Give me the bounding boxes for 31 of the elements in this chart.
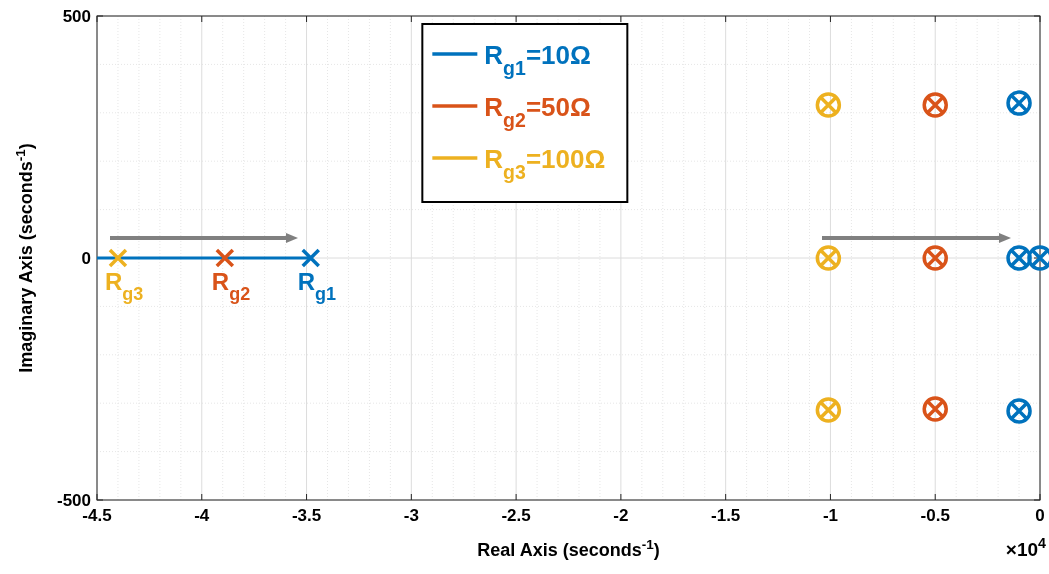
point — [215, 248, 235, 268]
legend-label: R$_{g3}$=100Ω — [484, 144, 606, 183]
x-tick-label: -2.5 — [501, 506, 531, 525]
x-tick-label: -3 — [403, 506, 419, 525]
x-tick-label: -4 — [194, 506, 210, 525]
point — [1006, 245, 1032, 271]
annotation: R$_{g2}$ — [211, 268, 251, 304]
point — [815, 397, 842, 423]
x-tick-label: 0 — [1035, 506, 1045, 525]
y-tick-label: 0 — [81, 249, 91, 268]
point — [815, 245, 842, 271]
point — [1006, 398, 1032, 424]
x-tick-label: -1 — [822, 506, 839, 525]
x-tick-label: -2 — [613, 506, 629, 525]
point — [108, 248, 128, 268]
point — [1006, 90, 1032, 116]
legend-label: R$_{g2}$=50Ω — [484, 92, 591, 131]
point — [922, 396, 948, 422]
point — [922, 92, 948, 118]
legend-label: R$_{g1}$=10Ω — [484, 40, 591, 79]
point — [815, 92, 842, 118]
x-tick-label: -0.5 — [920, 506, 950, 525]
point — [922, 245, 948, 271]
text: ×10$^{4}$ — [1005, 535, 1047, 560]
y-tick-label: 500 — [62, 7, 91, 26]
x-axis-title: Real Axis (seconds$^{-1}$) — [477, 536, 660, 560]
annotation: R$_{g3}$ — [104, 268, 144, 304]
x-tick-label: -3.5 — [291, 506, 322, 525]
annotation: R$_{g1}$ — [297, 268, 337, 304]
x-tick-label: -1.5 — [711, 506, 741, 525]
point — [301, 248, 321, 268]
